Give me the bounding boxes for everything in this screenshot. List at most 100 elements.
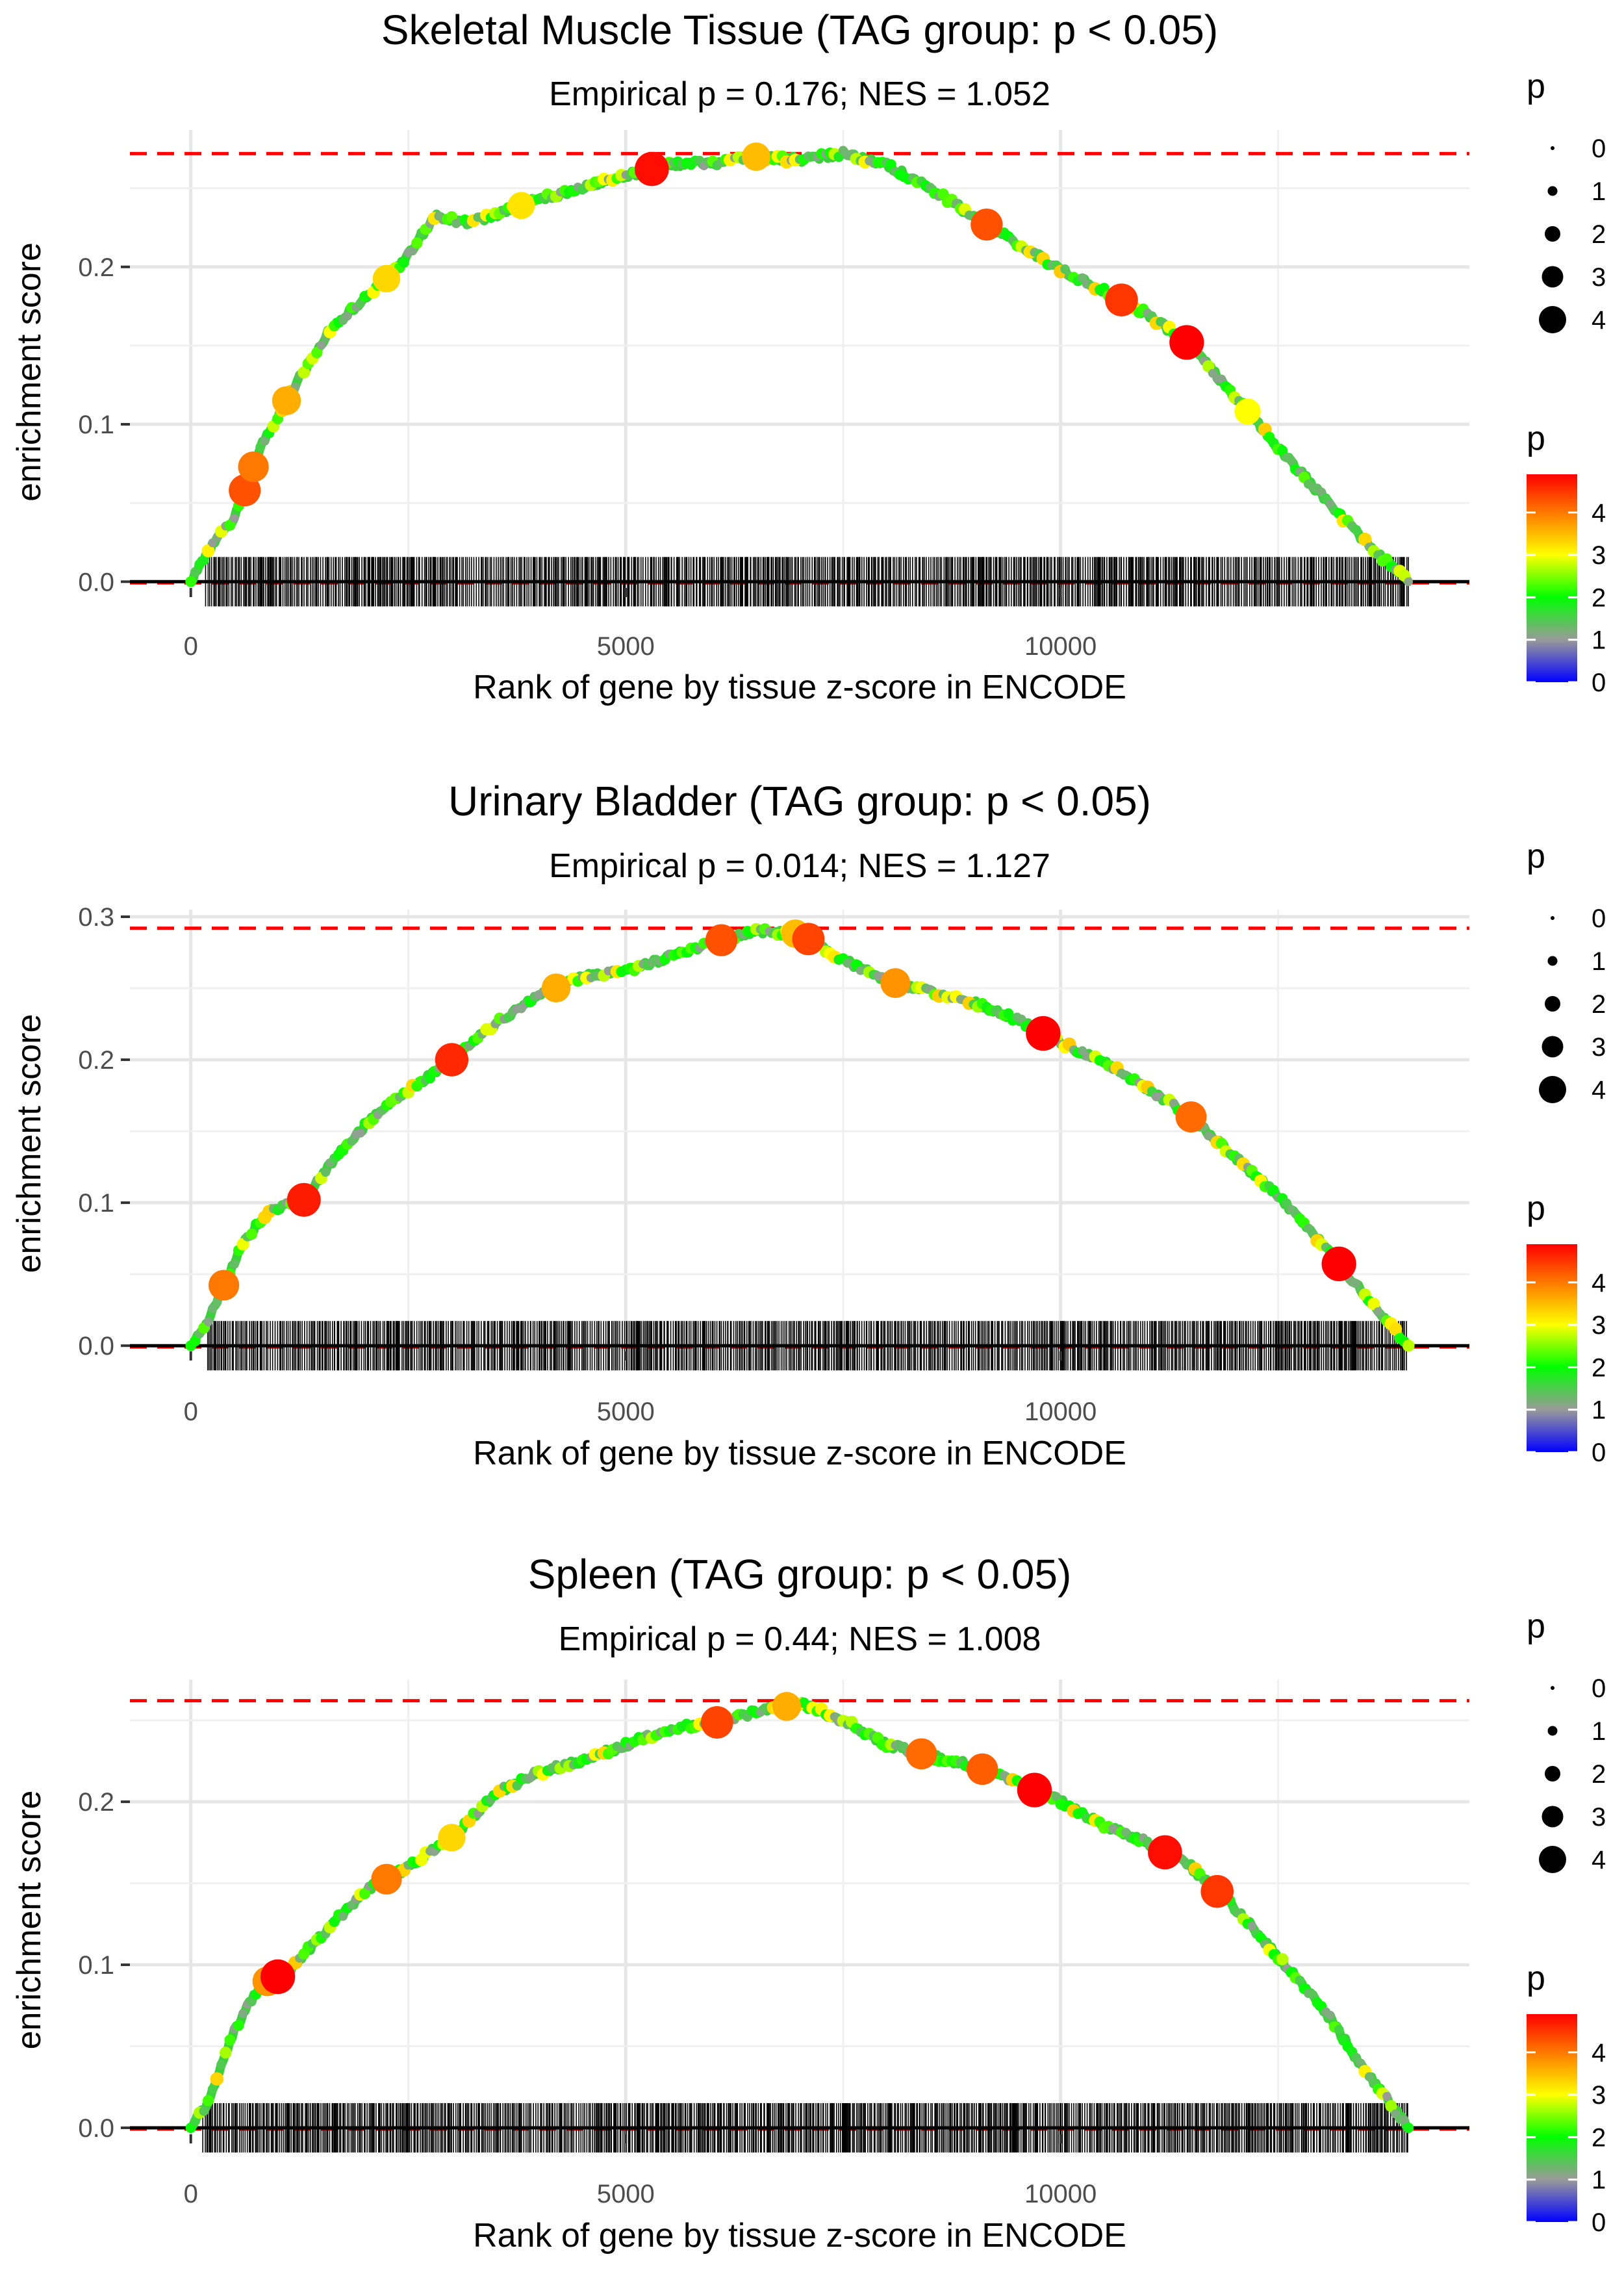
chart-title: Spleen (TAG group: p < 0.05) [528, 1551, 1072, 1598]
color-legend-label: 0 [1592, 669, 1606, 697]
chart-subtitle: Empirical p = 0.014; NES = 1.127 [549, 847, 1050, 885]
color-legend-bar [1527, 1244, 1577, 1452]
size-legend-key [1539, 1076, 1566, 1103]
x-axis-title: Rank of gene by tissue z-score in ENCODE [473, 2217, 1126, 2255]
significant-point [1321, 1246, 1356, 1281]
size-legend-label: 1 [1592, 947, 1606, 976]
size-legend-key [1547, 1726, 1558, 1736]
gridlines [130, 130, 1469, 588]
curve-point [1325, 499, 1335, 509]
curve-point [347, 1136, 357, 1146]
color-legend-title: p [1527, 1960, 1545, 1997]
significant-point [1175, 1101, 1207, 1133]
curve-point [1325, 2011, 1335, 2020]
curve-point [356, 1129, 365, 1138]
size-legend-label: 2 [1592, 990, 1606, 1019]
curve-point [1385, 2100, 1397, 2112]
curve-point [224, 2034, 236, 2046]
curve-point [1382, 2091, 1391, 2101]
curve-point [210, 2072, 224, 2086]
color-legend-label: 0 [1592, 2208, 1606, 2237]
x-tick-label: 10000 [1024, 632, 1097, 661]
chart-title: Skeletal Muscle Tissue (TAG group: p < 0… [381, 6, 1218, 53]
x-axis-title: Rank of gene by tissue z-score in ENCODE [473, 1435, 1126, 1472]
curve-point [216, 2060, 226, 2070]
significant-point [1105, 283, 1138, 316]
curve-point [229, 1259, 239, 1270]
color-legend-label: 3 [1592, 541, 1606, 570]
significant-point [507, 192, 535, 220]
legend: p 0 1 2 3 4 p 4 3 2 1 0 [1527, 837, 1606, 1467]
color-legend-bar [1527, 474, 1577, 682]
curve-point [1367, 1297, 1380, 1310]
significant-point [272, 386, 301, 415]
significant-point [906, 1738, 937, 1770]
x-tick-label: 5000 [597, 632, 655, 661]
size-legend-label: 3 [1592, 1803, 1606, 1832]
curve-point [1268, 1184, 1279, 1195]
significant-point [1234, 398, 1261, 425]
size-legend-key [1545, 226, 1560, 242]
significant-point [705, 924, 738, 956]
curve-point [1295, 1975, 1305, 1986]
x-tick-label: 5000 [597, 2180, 655, 2208]
significant-point [971, 208, 1003, 241]
color-legend-title: p [1527, 1190, 1545, 1227]
y-tick-label: 0.2 [78, 253, 114, 282]
curve-point [359, 1888, 371, 1900]
curve-point [1060, 264, 1070, 274]
x-axis-title: Rank of gene by tissue z-score in ENCODE [473, 669, 1126, 706]
enrichment-curve [185, 1692, 1414, 2134]
size-legend-key [1545, 996, 1560, 1012]
color-legend-label: 2 [1592, 583, 1606, 612]
curve-point [202, 2095, 214, 2106]
curve-point [185, 576, 197, 587]
significant-point [966, 1753, 998, 1785]
color-legend-label: 4 [1592, 499, 1606, 528]
curve-point [1169, 1099, 1178, 1108]
y-tick-label: 0.0 [78, 568, 114, 596]
curve-point [190, 1335, 201, 1347]
size-legend-label: 1 [1592, 177, 1606, 206]
y-tick-label: 0.1 [78, 411, 114, 439]
y-tick-label: 0.3 [78, 903, 114, 932]
x-tick-label: 0 [184, 2180, 198, 2208]
color-legend-label: 2 [1592, 2123, 1606, 2152]
legend: p 0 1 2 3 4 p 4 3 2 1 0 [1527, 1607, 1606, 2237]
curve-point [526, 1773, 535, 1783]
curve-point [199, 2106, 209, 2116]
significant-point [209, 1270, 240, 1301]
curve-point [1389, 1322, 1402, 1336]
curve-point [398, 257, 409, 268]
significant-point [238, 451, 269, 483]
curve-point [203, 1317, 213, 1327]
panel-1: Skeletal Muscle Tissue (TAG group: p < 0… [10, 6, 1606, 706]
curve-point [220, 2047, 232, 2059]
y-axis-title: enrichment score [10, 242, 48, 502]
curve-point [1078, 273, 1087, 283]
significant-point [438, 1824, 466, 1852]
color-legend-label: 3 [1592, 2081, 1606, 2110]
x-tick-label: 0 [184, 632, 198, 661]
y-tick-label: 0.1 [78, 1189, 114, 1218]
significant-point [700, 1706, 733, 1739]
significant-point [286, 1182, 321, 1217]
color-legend-label: 0 [1592, 1438, 1606, 1467]
y-tick-label: 0.0 [78, 2114, 114, 2143]
curve-point [311, 347, 323, 359]
size-legend-label: 3 [1592, 263, 1606, 292]
curve-point [247, 1997, 257, 2007]
size-legend-key [1539, 1846, 1566, 1873]
curve-point [190, 567, 200, 577]
curve-point [1351, 525, 1362, 535]
size-legend-title: p [1527, 68, 1545, 105]
curve-point [342, 311, 352, 320]
curve-point [316, 340, 326, 350]
curve-point [246, 1228, 258, 1240]
enrichment-curve [185, 919, 1415, 1352]
size-legend-label: 0 [1592, 134, 1606, 163]
significant-point [880, 968, 911, 999]
color-legend-label: 4 [1592, 2039, 1606, 2067]
curve-point [338, 1911, 348, 1921]
